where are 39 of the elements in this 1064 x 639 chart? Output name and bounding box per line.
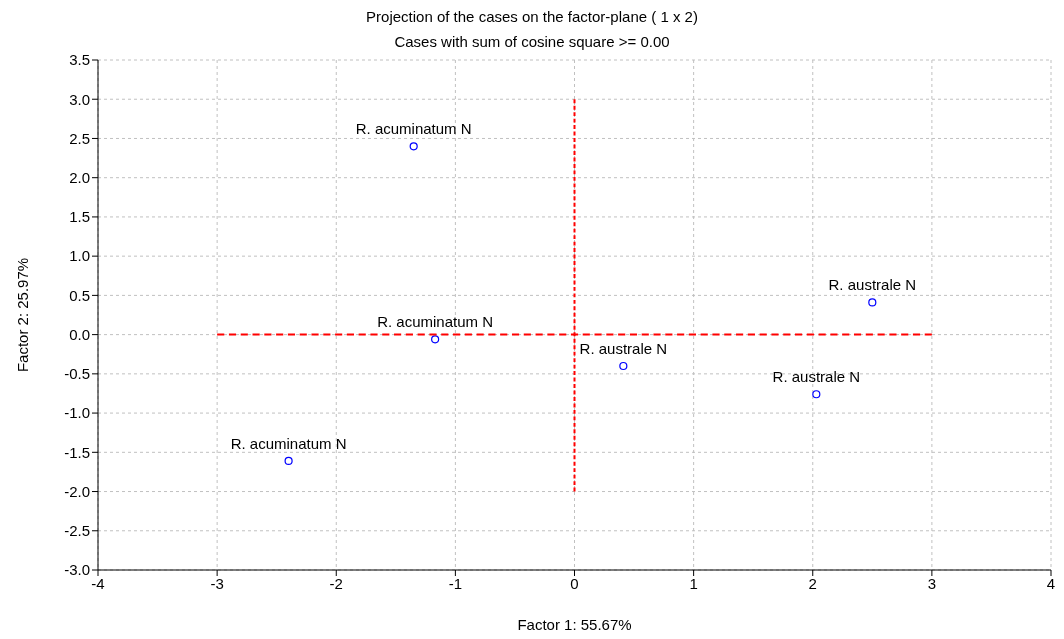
- annotation: R. acuminatum N: [355, 120, 472, 138]
- annotation: R. acuminatum N: [377, 313, 494, 331]
- x-tick-label: 3: [927, 574, 937, 592]
- y-tick-label: 3.0: [69, 90, 90, 108]
- y-tick-label: 2.0: [69, 169, 90, 187]
- y-axis-title: Factor 2: 25.97%: [14, 257, 32, 373]
- x-tick-label: 2: [808, 574, 817, 592]
- y-tick-label: -2.5: [64, 522, 90, 540]
- y-tick-label: 3.5: [69, 51, 90, 69]
- annotation: R. acuminatum N: [230, 434, 347, 452]
- x-tick-label: -4: [91, 574, 105, 592]
- y-tick-label: -2.0: [64, 482, 90, 500]
- x-tick-label: 0: [570, 574, 579, 592]
- annotation: R. australe N: [828, 276, 917, 294]
- x-tick-label: 1: [689, 574, 698, 592]
- point: [409, 142, 418, 151]
- x-tick-label: -1: [448, 574, 463, 592]
- annotation: R. australe N: [579, 340, 668, 357]
- y-tick-label: -1.0: [64, 404, 90, 422]
- y-tick-label: 0.5: [69, 286, 90, 304]
- x-tick-label: 4: [1046, 574, 1056, 592]
- y-tick-label: -3.0: [64, 561, 90, 579]
- y-tick-label: -1.5: [64, 443, 90, 461]
- x-tick-label: -2: [329, 574, 343, 592]
- x-axis-title: Factor 1: 55.67%: [517, 616, 632, 633]
- y-tick-label: 0.0: [69, 325, 90, 343]
- annotation: R. australe N: [772, 368, 861, 386]
- chart-subtitle: Cases with sum of cosine square >= 0.00: [393, 33, 671, 50]
- y-tick-label: 1.5: [69, 208, 90, 226]
- point: [284, 456, 293, 466]
- x-tick-label: -3: [210, 574, 224, 592]
- y-tick-label: -0.5: [64, 365, 90, 383]
- point: [619, 361, 628, 371]
- point: [812, 390, 821, 399]
- y-tick-label: 1.0: [69, 247, 90, 265]
- chart-title: Projection of the cases on the factor-plane ( 1 x 2): [365, 8, 699, 25]
- point: [431, 335, 440, 344]
- point: [868, 298, 877, 307]
- y-tick-label: 2.5: [69, 129, 90, 147]
